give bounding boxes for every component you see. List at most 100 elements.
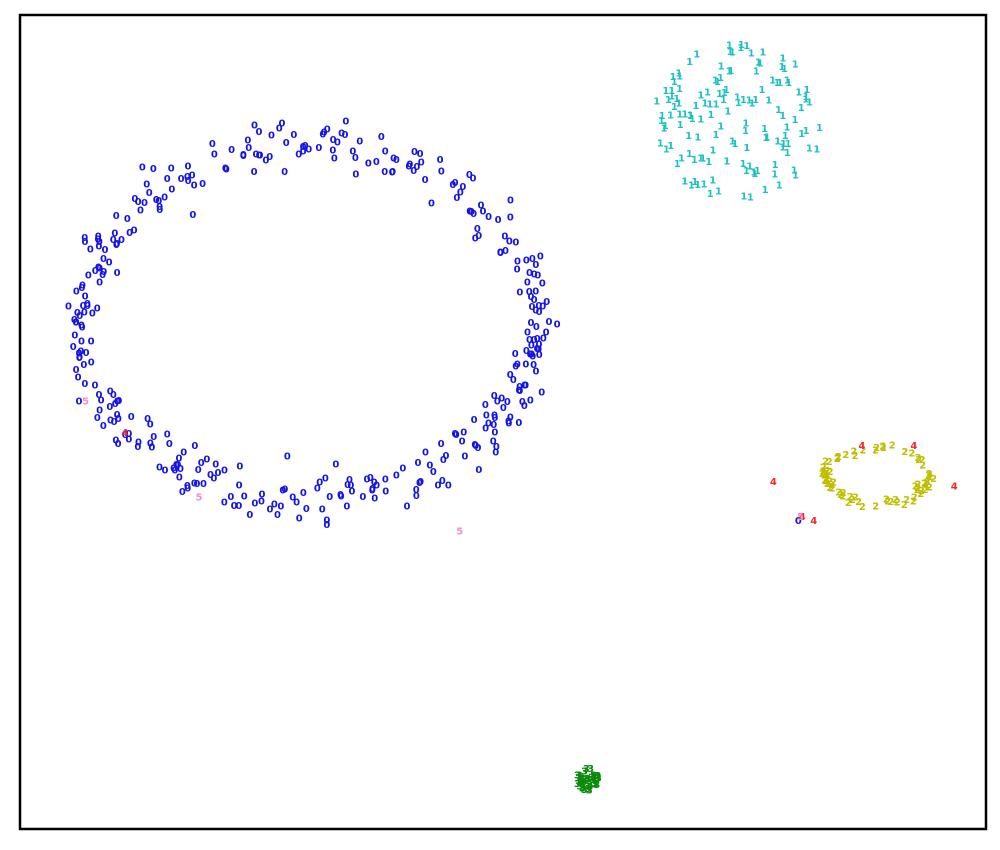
point-digit-0-380: 0 [125,434,132,445]
point-digit-1-87: 1 [737,43,744,54]
point-digit-0-107: 0 [435,481,442,492]
point-digit-0-44: 0 [413,162,420,173]
point-digit-0-62: 0 [534,271,541,282]
point-digit-0-367: 0 [315,143,322,154]
point-digit-0-280: 0 [349,487,356,498]
point-digit-0-130: 0 [343,501,350,512]
point-digit-3-4: 3 [577,777,584,788]
point-digit-2-34: 2 [822,475,829,486]
point-digit-2-10: 2 [914,485,921,496]
point-digit-0-232: 0 [500,403,507,414]
point-digit-1-45: 1 [792,115,799,126]
point-digit-0-131: 0 [110,235,117,246]
point-digit-0-114: 0 [95,232,102,243]
point-digit-0-108: 0 [346,475,353,486]
point-digit-1-85: 1 [769,76,776,87]
point-digit-0-88: 0 [512,361,519,372]
point-digit-0-370: 0 [95,234,102,245]
point-digit-0-213: 0 [369,486,376,497]
point-digit-1-115: 1 [813,145,820,156]
point-digit-3-1: 3 [574,771,581,782]
point-digit-0-346: 0 [271,500,278,511]
point-digit-0-110: 0 [191,441,198,452]
point-digit-3-30: 3 [577,774,584,785]
point-digit-1-49: 1 [717,122,724,133]
point-digit-0-255: 0 [352,170,359,181]
point-digit-1-29: 1 [775,105,782,116]
point-digit-0-12: 0 [295,150,302,161]
point-digit-2-0: 2 [826,457,833,468]
point-digit-1-106: 1 [729,48,736,59]
point-digit-3-14: 3 [581,785,588,796]
point-digit-2-25: 2 [926,472,933,483]
point-digit-0-256: 0 [164,429,171,440]
point-digit-0-223: 0 [81,233,88,244]
point-digit-1-18: 1 [706,100,713,111]
point-digit-3-20: 3 [579,774,586,785]
point-digit-0-278: 0 [319,505,326,516]
point-digit-1-82: 1 [659,111,666,122]
point-digit-1-135: 1 [688,180,695,191]
point-digit-1-62: 1 [697,154,704,165]
point-digit-0-371: 0 [461,452,468,463]
point-digit-0-126: 0 [303,504,310,515]
point-digit-0-285: 0 [281,167,288,178]
point-digit-0-181: 0 [359,492,366,503]
point-digit-0-82: 0 [155,196,162,207]
point-digit-0-48: 0 [253,149,260,160]
point-digit-0-216: 0 [244,135,251,146]
point-digit-1-75: 1 [749,98,756,109]
point-digit-3-11: 3 [586,785,593,796]
plot-frame [18,13,988,831]
point-digit-4-0: 4 [121,428,128,439]
point-digit-0-228: 0 [417,477,424,488]
point-digit-0-175: 0 [389,168,396,179]
point-digit-0-354: 0 [240,150,247,161]
point-digit-0-355: 0 [156,205,163,216]
point-digit-3-17: 3 [579,783,586,794]
point-digit-1-138: 1 [816,123,823,134]
point-digit-0-92: 0 [349,146,356,157]
point-digit-2-35: 2 [827,467,834,478]
point-digit-0-231: 0 [323,520,330,531]
point-digit-1-35: 1 [671,102,678,113]
point-digit-0-45: 0 [528,318,535,329]
point-digit-0-31: 0 [493,442,500,453]
point-digit-1-98: 1 [662,86,669,97]
point-digit-0-73: 0 [300,147,307,158]
point-digit-4-3: 4 [770,477,777,488]
point-digit-1-86: 1 [687,111,694,122]
point-digit-1-55: 1 [798,103,805,114]
point-digit-0-51: 0 [236,480,243,491]
point-digit-0-179: 0 [174,460,181,471]
point-digit-0-170: 0 [329,146,336,157]
point-digit-0-259: 0 [483,410,490,421]
point-digit-0-298: 0 [535,345,542,356]
point-digit-2-37: 2 [834,453,841,464]
point-digit-1-23: 1 [723,85,730,96]
point-digit-0-236: 0 [227,492,234,503]
point-digit-1-56: 1 [781,64,788,75]
point-digit-0-243: 0 [316,478,323,489]
point-digit-1-33: 1 [746,96,753,107]
point-digit-0-189: 0 [139,163,146,174]
point-digit-0-123: 0 [485,419,492,430]
point-digit-0-169: 0 [449,180,456,191]
point-digit-0-268: 0 [212,459,219,470]
point-digit-1-131: 1 [784,75,791,86]
point-digit-0-318: 0 [258,496,265,507]
point-digit-2-23: 2 [852,492,859,503]
point-digit-1-139: 1 [765,96,772,107]
point-digit-5-2: 5 [456,527,463,538]
point-digit-0-267: 0 [268,130,275,141]
point-digit-0-325: 0 [128,412,135,423]
point-digit-3-19: 3 [587,764,594,775]
point-digit-1-58: 1 [778,62,785,73]
point-digit-0-125: 0 [207,470,214,481]
point-digit-0-143: 0 [259,489,266,500]
point-digit-0-171: 0 [536,307,543,318]
point-digit-0-0: 0 [170,464,177,475]
point-digit-0-150: 0 [114,397,121,408]
point-digit-2-69: 2 [911,493,918,504]
